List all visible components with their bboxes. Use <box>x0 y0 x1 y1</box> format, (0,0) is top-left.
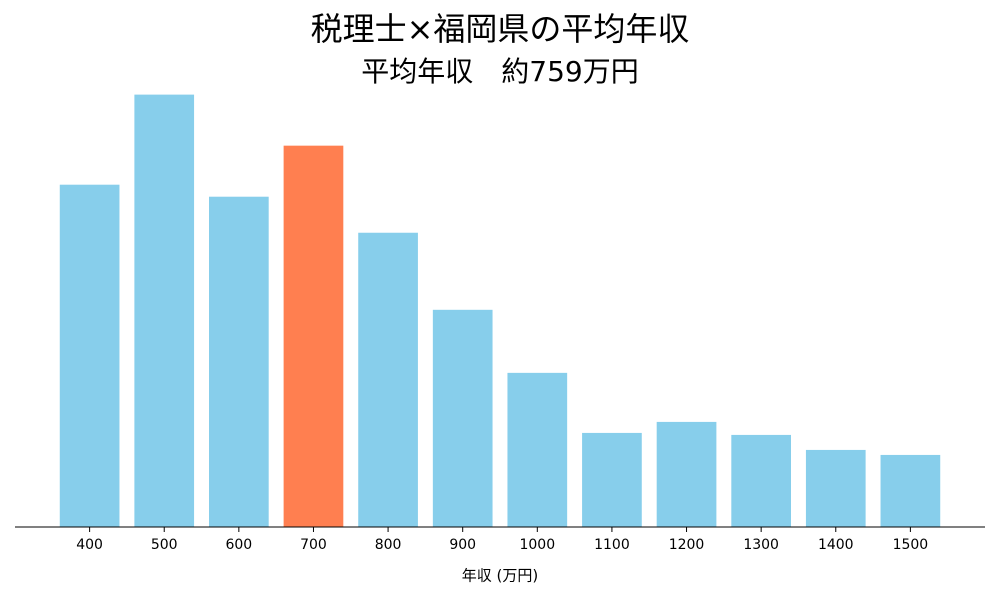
bar <box>582 432 642 527</box>
x-tick-label: 1500 <box>893 537 929 553</box>
chart-title: 税理士×福岡県の平均年収 <box>311 10 690 48</box>
x-tick-label: 700 <box>300 537 327 553</box>
x-tick-label: 600 <box>225 537 252 553</box>
x-axis-label: 年収 (万円) <box>462 567 538 585</box>
bar <box>209 196 269 528</box>
bar <box>358 232 418 528</box>
x-tick-label: 1300 <box>743 537 779 553</box>
bar <box>731 434 791 527</box>
bar <box>880 454 941 527</box>
bar <box>656 421 717 527</box>
x-tick-label: 1000 <box>519 537 555 553</box>
x-tick-label: 400 <box>76 537 103 553</box>
x-tick-label: 1100 <box>594 537 630 553</box>
bar <box>432 309 493 527</box>
bar <box>805 449 866 527</box>
bar <box>283 145 344 528</box>
bar <box>134 94 195 527</box>
bar <box>59 184 120 527</box>
chart-subtitle: 平均年収 約759万円 <box>361 55 638 88</box>
bar <box>507 372 568 527</box>
x-tick-label: 900 <box>449 537 476 553</box>
x-tick-label: 1400 <box>818 537 854 553</box>
x-tick-label: 1200 <box>669 537 705 553</box>
x-tick-label: 500 <box>151 537 178 553</box>
x-tick-label: 800 <box>375 537 402 553</box>
